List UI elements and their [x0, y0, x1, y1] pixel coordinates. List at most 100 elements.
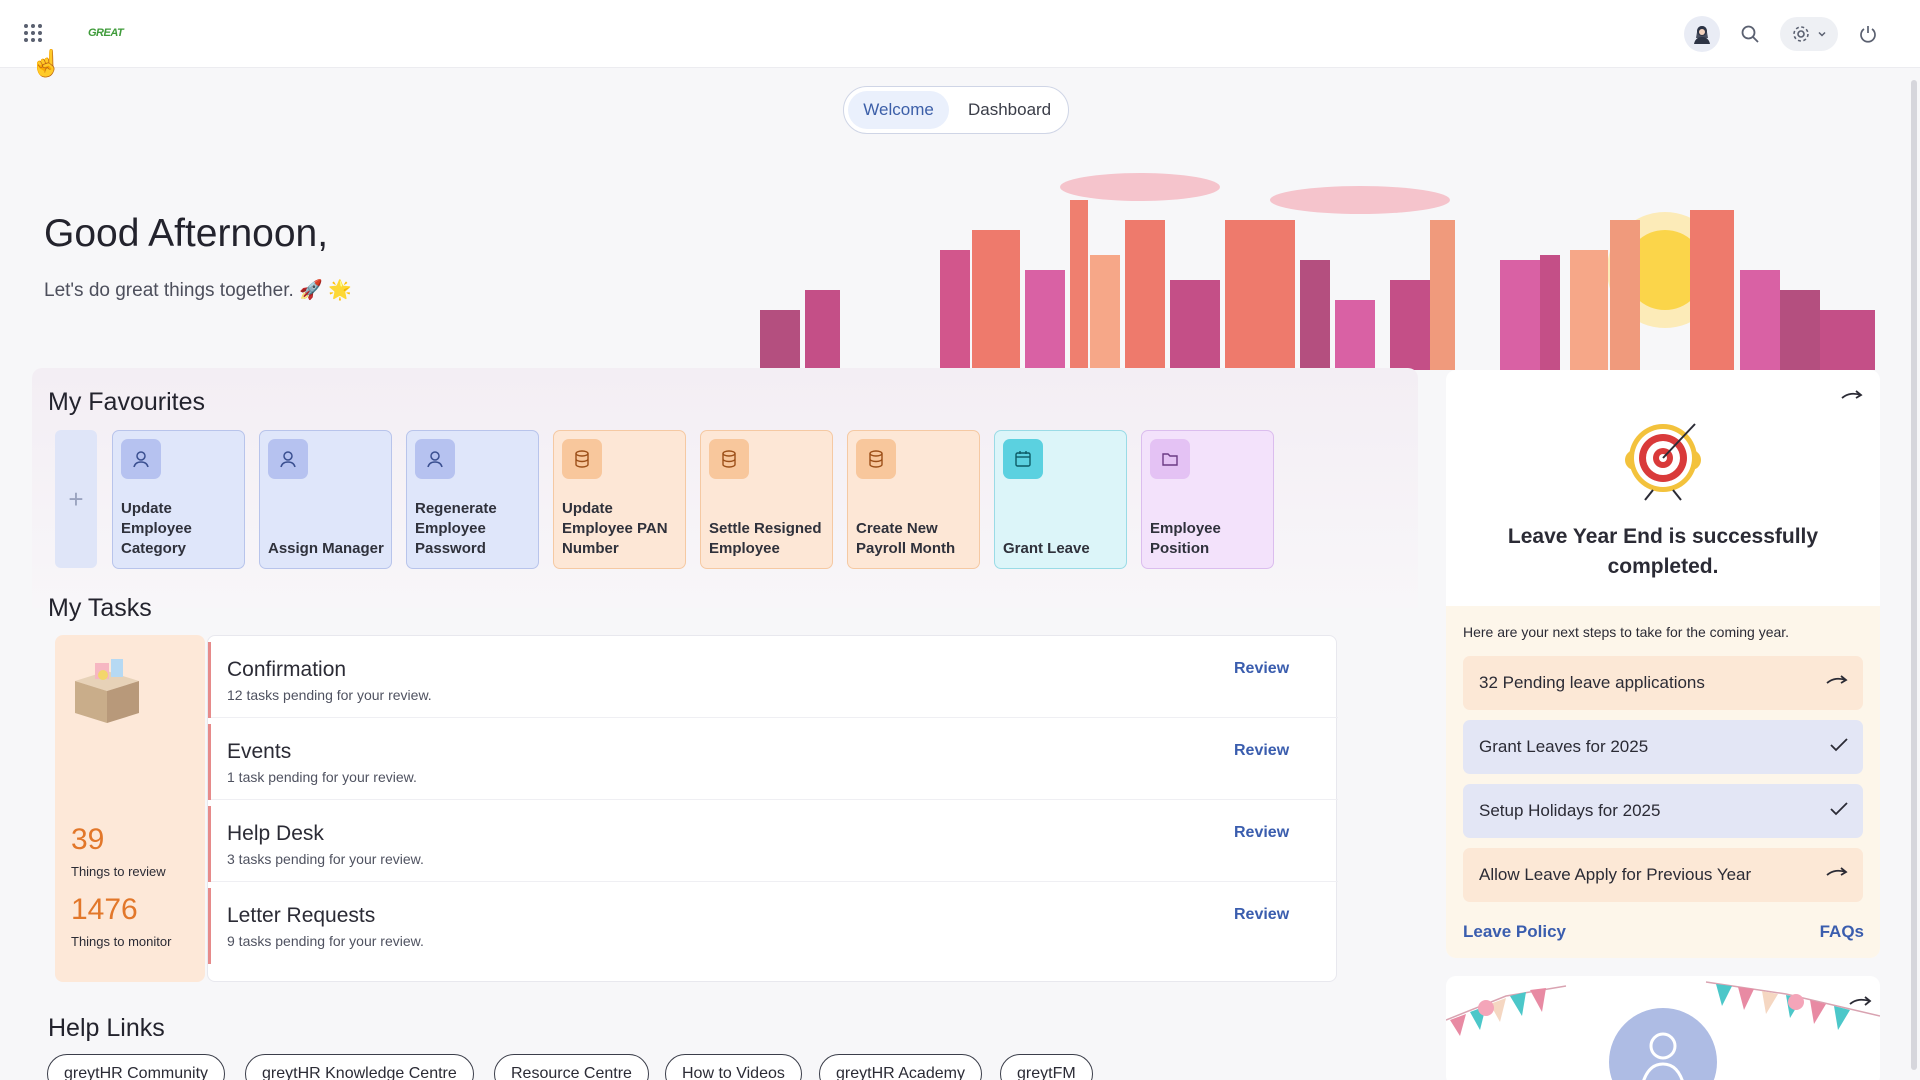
favourite-label: Employee Position — [1150, 520, 1221, 557]
monitor-count: 1476 — [71, 893, 138, 926]
greeting-subtitle: Let's do great things together. 🚀 🌟 — [44, 280, 352, 301]
favourite-label: Create New Payroll Month — [856, 520, 956, 557]
user-icon — [121, 439, 161, 479]
tasks-summary: 39 Things to review 1476 Things to monit… — [55, 635, 205, 982]
favourite-label: Update Employee PAN Number — [562, 500, 668, 557]
check-icon — [1830, 738, 1848, 752]
step-label: Grant Leaves for 2025 — [1479, 737, 1649, 756]
favourite-card[interactable]: Grant Leave — [994, 430, 1127, 569]
review-link[interactable]: Review — [1234, 824, 1290, 841]
tasks-title: My Tasks — [48, 594, 152, 622]
favourite-card[interactable]: Update Employee Category — [112, 430, 245, 569]
favourite-card[interactable]: Create New Payroll Month — [847, 430, 980, 569]
review-link[interactable]: Review — [1234, 906, 1290, 923]
task-name: Confirmation — [227, 658, 347, 681]
favourite-card[interactable]: Regenerate Employee Password — [406, 430, 539, 569]
favourite-card[interactable]: Settle Resigned Employee — [700, 430, 833, 569]
help-link[interactable]: greytHR Community — [47, 1054, 226, 1080]
app-logo[interactable]: GREAT — [88, 27, 124, 39]
step-allow-leave-apply[interactable]: Allow Leave Apply for Previous Year — [1463, 848, 1863, 902]
task-name: Letter Requests — [227, 904, 376, 927]
step-label: Setup Holidays for 2025 — [1479, 801, 1661, 820]
favourites-title: My Favourites — [48, 388, 205, 416]
favourite-label: Regenerate Employee Password — [415, 500, 497, 557]
task-accent-bar — [208, 724, 211, 800]
database-icon — [856, 439, 896, 479]
monitor-label: Things to monitor — [71, 934, 172, 949]
tab-welcome[interactable]: Welcome — [848, 91, 950, 129]
step-setup-holidays[interactable]: Setup Holidays for 2025 — [1463, 784, 1863, 838]
task-row: Confirmation 12 tasks pending for your r… — [208, 636, 1338, 718]
add-favourite-button[interactable]: + — [55, 430, 97, 568]
next-steps-panel: Here are your next steps to take for the… — [1446, 606, 1880, 958]
help-link[interactable]: How to Videos — [665, 1054, 802, 1080]
task-name: Events — [227, 740, 292, 763]
favourite-label: Assign Manager — [268, 540, 384, 557]
power-icon[interactable] — [1852, 18, 1884, 50]
arrow-right-icon — [1826, 675, 1848, 684]
gear-icon — [1793, 26, 1809, 42]
favourite-label: Settle Resigned Employee — [709, 520, 822, 557]
help-link[interactable]: greytHR Academy — [819, 1054, 982, 1080]
task-accent-bar — [208, 888, 211, 964]
step-pending-leave[interactable]: 32 Pending leave applications — [1463, 656, 1863, 710]
step-label: Allow Leave Apply for Previous Year — [1479, 865, 1752, 884]
task-row: Events 1 task pending for your review. R… — [208, 718, 1338, 800]
avatar-icon[interactable] — [1684, 16, 1720, 52]
folder-icon — [1150, 439, 1190, 479]
task-accent-bar — [208, 806, 211, 882]
task-desc: 12 tasks pending for your review. — [227, 687, 432, 703]
step-grant-leaves[interactable]: Grant Leaves for 2025 — [1463, 720, 1863, 774]
search-icon[interactable] — [1734, 18, 1766, 50]
leave-year-end-card: Leave Year End is successfully completed… — [1446, 370, 1880, 958]
favourite-card[interactable]: Employee Position — [1141, 430, 1274, 569]
task-desc: 9 tasks pending for your review. — [227, 933, 424, 949]
grid-apps-icon[interactable] — [24, 24, 44, 44]
page-scrollbar[interactable] — [1910, 0, 1918, 1080]
task-row: Letter Requests 9 tasks pending for your… — [208, 882, 1338, 964]
check-icon — [1830, 802, 1848, 816]
help-link[interactable]: greytHR Knowledge Centre — [245, 1054, 474, 1080]
task-accent-bar — [208, 642, 211, 718]
tasks-list: Confirmation 12 tasks pending for your r… — [207, 635, 1338, 982]
header-actions — [1684, 16, 1884, 52]
review-count: 39 — [71, 823, 105, 856]
mouse-cursor: ☝ — [30, 48, 63, 78]
leave-policy-link[interactable]: Leave Policy — [1463, 922, 1567, 941]
greeting-title: Good Afternoon, — [44, 212, 329, 255]
help-links-title: Help Links — [48, 1014, 165, 1042]
box-illustration — [75, 659, 139, 723]
review-label: Things to review — [71, 864, 166, 879]
plus-icon: + — [68, 483, 84, 514]
favourite-label: Grant Leave — [1003, 540, 1090, 557]
task-name: Help Desk — [227, 822, 324, 845]
help-link[interactable]: greytFM — [1000, 1054, 1093, 1080]
review-link[interactable]: Review — [1234, 742, 1290, 759]
help-link[interactable]: Resource Centre — [494, 1054, 649, 1080]
city-skyline-illustration — [760, 173, 1875, 370]
scrollbar-thumb[interactable] — [1911, 80, 1917, 1070]
step-label: 32 Pending leave applications — [1479, 673, 1705, 692]
next-steps-intro: Here are your next steps to take for the… — [1463, 624, 1790, 640]
leave-card-title: Leave Year End is successfully completed… — [1507, 525, 1819, 578]
task-row: Help Desk 3 tasks pending for your revie… — [208, 800, 1338, 882]
user-icon — [415, 439, 455, 479]
celebration-card — [1446, 976, 1880, 1080]
target-trophy-illustration — [1625, 423, 1701, 501]
settings-menu[interactable] — [1780, 17, 1838, 51]
faqs-link[interactable]: FAQs — [1819, 922, 1864, 941]
chevron-down-icon — [1818, 31, 1826, 37]
view-toggle: Welcome Dashboard — [843, 86, 1069, 134]
favourite-label: Update Employee Category — [121, 500, 192, 557]
top-bar: GREAT ☝ — [0, 0, 1920, 78]
arrow-right-icon[interactable] — [1840, 388, 1864, 404]
tab-dashboard[interactable]: Dashboard — [967, 100, 1052, 119]
bunting-illustration — [1446, 981, 1880, 1080]
calendar-icon — [1003, 439, 1043, 479]
task-desc: 3 tasks pending for your review. — [227, 851, 424, 867]
favourite-card[interactable]: Update Employee PAN Number — [553, 430, 686, 569]
database-icon — [562, 439, 602, 479]
review-link[interactable]: Review — [1234, 660, 1290, 677]
task-desc: 1 task pending for your review. — [227, 769, 417, 785]
favourite-card[interactable]: Assign Manager — [259, 430, 392, 569]
